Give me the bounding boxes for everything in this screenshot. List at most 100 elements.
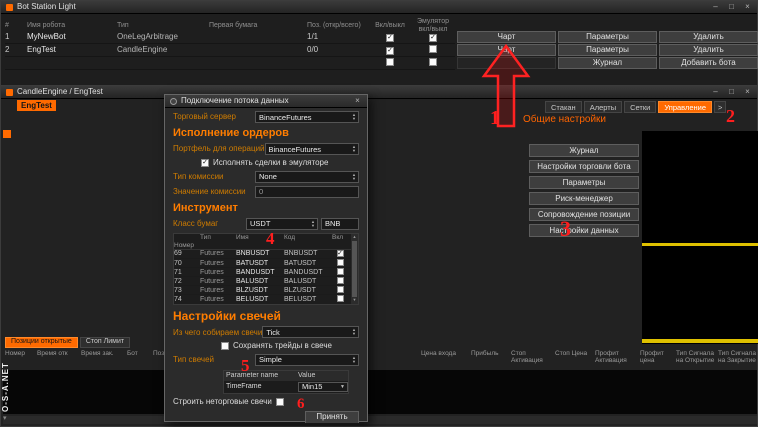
- instrument-checkbox[interactable]: [336, 285, 344, 293]
- maximize-button[interactable]: □: [729, 2, 734, 12]
- spinner-icon: ▲ ▼: [352, 113, 356, 121]
- spinner-icon: ▲ ▼: [352, 172, 356, 181]
- tab-stop-limit[interactable]: Стоп Лимит: [79, 337, 131, 348]
- positions-tab-open[interactable]: Позиции открытые: [5, 337, 78, 348]
- enabled-checkbox[interactable]: [386, 57, 394, 66]
- position-support-button[interactable]: Сопровождение позиции: [529, 208, 639, 221]
- dialog-close-button[interactable]: ×: [355, 96, 360, 106]
- bot-tab-engtest[interactable]: EngTest: [17, 100, 56, 111]
- grid-scrollbar[interactable]: ▲ ▼: [351, 233, 358, 304]
- robot-row[interactable]: 2 EngTest CandleEngine 0/0: [5, 44, 455, 57]
- portfolio-label: Портфель для операций: [173, 144, 265, 154]
- emulator-checkbox[interactable]: [429, 33, 437, 42]
- param-value-combo[interactable]: Min15 ▼: [298, 381, 348, 392]
- server-combo[interactable]: BinanceFutures ▲ ▼: [255, 111, 359, 123]
- instrument-checkbox[interactable]: [336, 294, 344, 302]
- instrument-checkbox[interactable]: [336, 258, 344, 266]
- col-entry-price: Цена входа: [421, 350, 456, 357]
- risk-manager-button[interactable]: Риск-менеджер: [529, 192, 639, 205]
- chart-button[interactable]: Чарт: [457, 44, 556, 56]
- params-button[interactable]: Параметры: [558, 31, 657, 43]
- instrument-checkbox[interactable]: [336, 249, 344, 257]
- instrument-row[interactable]: 71 Futures BANDUSDT BANDUSDT: [174, 267, 351, 277]
- chart-button[interactable]: Чарт: [457, 31, 556, 43]
- horizontal-scrollbar[interactable]: [3, 416, 757, 424]
- tab-alerts[interactable]: Алерты: [583, 101, 623, 113]
- instrument-row[interactable]: 69 Futures BNBUSDT BNBUSDT: [174, 249, 351, 259]
- col-num: #: [5, 22, 9, 30]
- instrument-row[interactable]: 74 Futures BELUSDT BELUSDT: [174, 294, 351, 304]
- col-on: Вкл: [332, 234, 344, 242]
- save-trades-checkbox[interactable]: [221, 342, 229, 351]
- data-settings-button[interactable]: Настройки данных: [529, 224, 639, 237]
- add-bot-button[interactable]: Добавить бота: [659, 57, 758, 69]
- instrument-checkbox[interactable]: [336, 276, 344, 284]
- maximize-button[interactable]: □: [729, 87, 734, 97]
- instrument-checkbox[interactable]: [336, 267, 344, 275]
- paper-class-combo[interactable]: USDT ▲ ▼: [246, 217, 318, 230]
- param-grid: Parameter name Value TimeFrame Min15 ▼: [223, 369, 349, 394]
- scroll-down-icon[interactable]: ▼: [352, 297, 357, 303]
- instrument-row[interactable]: 72 Futures BALUSDT BALUSDT: [174, 276, 351, 286]
- watermark: O-S-A.NET: [1, 362, 10, 412]
- spinner-up-icon: ▲: [311, 218, 315, 224]
- chart-area[interactable]: [642, 131, 758, 344]
- paper-class-secondary[interactable]: BNB: [321, 217, 359, 230]
- positions-table-body[interactable]: [3, 370, 757, 414]
- enabled-checkbox[interactable]: [386, 46, 394, 55]
- robot-row[interactable]: 1 MyNewBot OneLegArbitrage 1/1: [5, 31, 455, 44]
- tabs-more-button[interactable]: >: [714, 101, 727, 113]
- main-window-title: Bot Station Light: [17, 2, 76, 12]
- spinner-down-icon: ▼: [352, 331, 356, 337]
- bot-titlebar: CandleEngine / EngTest – □ ×: [1, 86, 757, 99]
- emulator-checkbox[interactable]: [429, 57, 437, 66]
- accept-button[interactable]: Принять: [305, 410, 359, 423]
- tab-control[interactable]: Управление: [658, 101, 713, 113]
- tab-glass[interactable]: Стакан: [545, 101, 582, 113]
- scroll-up-icon[interactable]: ▲: [352, 233, 357, 239]
- candle-source-combo[interactable]: Tick ▲ ▼: [262, 326, 359, 339]
- collapse-square[interactable]: [3, 130, 11, 138]
- params-button[interactable]: Параметры: [529, 176, 639, 189]
- empty-cell: [457, 57, 556, 69]
- col-open-time: Время отк: [37, 350, 68, 357]
- cell-type: Futures: [200, 268, 224, 276]
- scroll-thumb[interactable]: [352, 240, 357, 298]
- journal-button[interactable]: Журнал: [558, 57, 657, 69]
- journal-button[interactable]: Журнал: [529, 144, 639, 157]
- emulator-checkbox[interactable]: [429, 44, 437, 53]
- col-name: Имя: [236, 234, 249, 242]
- chevron-down-icon[interactable]: ▾: [3, 415, 7, 422]
- cell-name: MyNewBot: [27, 32, 66, 42]
- col-paper: Первая бумага: [209, 22, 258, 30]
- candle-icon: [6, 88, 13, 96]
- commission-type-combo[interactable]: None ▲ ▼: [255, 170, 359, 183]
- delete-button[interactable]: Удалить: [659, 44, 758, 56]
- minimize-button[interactable]: –: [713, 2, 718, 12]
- trade-settings-button[interactable]: Настройки торговли бота: [529, 160, 639, 173]
- candle-type-combo[interactable]: Simple ▲ ▼: [255, 353, 359, 366]
- yellow-line: [642, 339, 758, 343]
- instrument-row[interactable]: 73 Futures BLZUSDT BLZUSDT: [174, 285, 351, 295]
- enabled-checkbox[interactable]: [386, 33, 394, 42]
- tab-grids[interactable]: Сетки: [624, 101, 657, 113]
- build-nontrading-checkbox[interactable]: [275, 397, 284, 406]
- portfolio-combo[interactable]: BinanceFutures ▲ ▼: [264, 143, 359, 156]
- instrument-row[interactable]: 70 Futures BATUSDT BATUSDT: [174, 258, 351, 268]
- cell-type: Futures: [200, 249, 224, 257]
- cell-num: 74: [174, 295, 182, 303]
- commission-value-input[interactable]: 0: [255, 185, 359, 198]
- col-profit-price: Профит цена: [640, 350, 664, 365]
- delete-button[interactable]: Удалить: [659, 31, 758, 43]
- col-open-signal-type: Тип Сигнала на Открытие: [676, 350, 715, 365]
- close-button[interactable]: ×: [745, 87, 750, 97]
- cell-type: Futures: [200, 259, 224, 267]
- params-button[interactable]: Параметры: [558, 44, 657, 56]
- minimize-button[interactable]: –: [713, 87, 718, 97]
- cell-pos: 0/0: [307, 45, 319, 55]
- close-button[interactable]: ×: [745, 2, 750, 12]
- paper-class-secondary-value: BNB: [325, 219, 341, 229]
- col-close-signal-type: Тип Сигнала на Закрытие: [718, 350, 756, 365]
- emulator-checkbox[interactable]: [201, 158, 209, 167]
- col-emulator: Эмулятор вкл/выкл: [417, 18, 449, 34]
